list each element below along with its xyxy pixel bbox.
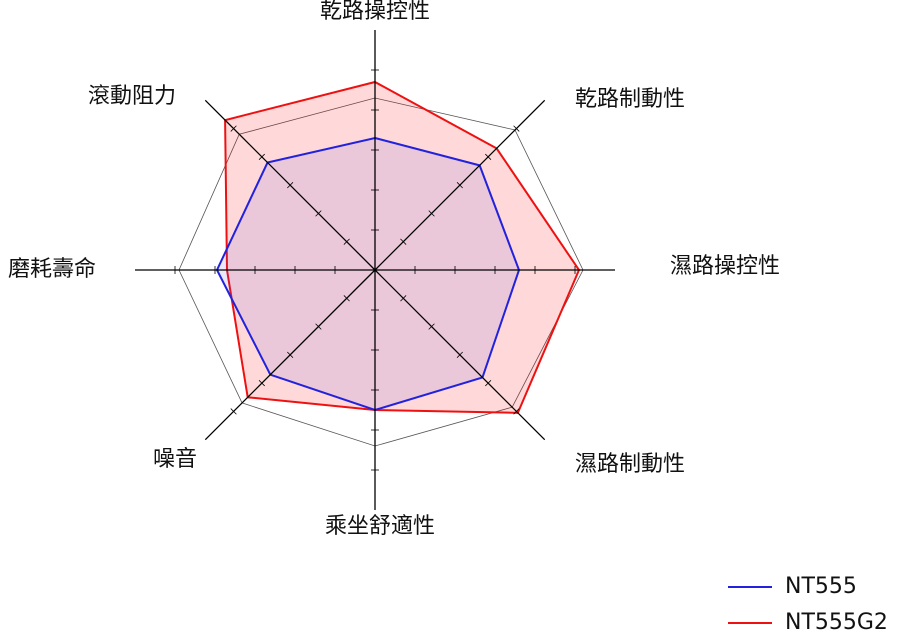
category-label: 乘坐舒適性 bbox=[325, 514, 435, 539]
tick-mark bbox=[343, 295, 350, 302]
category-label: 滾動阻力 bbox=[88, 84, 176, 109]
tick-mark bbox=[258, 153, 265, 160]
legend-label: NT555G2 bbox=[785, 610, 888, 635]
tick-mark bbox=[230, 408, 237, 415]
tick-mark bbox=[485, 153, 492, 160]
legend-label: NT555 bbox=[785, 574, 857, 599]
category-label: 濕路制動性 bbox=[575, 452, 685, 477]
category-label: 磨耗壽命 bbox=[8, 257, 96, 282]
tick-mark bbox=[456, 351, 463, 358]
tick-mark bbox=[428, 323, 435, 330]
tick-mark bbox=[513, 125, 520, 132]
tick-mark bbox=[456, 182, 463, 189]
tick-mark bbox=[315, 323, 322, 330]
tick-mark bbox=[513, 408, 520, 415]
category-label: 乾路操控性 bbox=[320, 0, 430, 24]
tick-mark bbox=[400, 295, 407, 302]
tick-mark bbox=[287, 182, 294, 189]
tick-mark bbox=[315, 210, 322, 217]
tick-mark bbox=[428, 210, 435, 217]
tick-mark bbox=[400, 238, 407, 245]
tick-mark bbox=[343, 238, 350, 245]
tick-mark bbox=[258, 380, 265, 387]
tick-mark bbox=[485, 380, 492, 387]
tick-mark bbox=[287, 351, 294, 358]
tick-mark bbox=[230, 125, 237, 132]
category-label: 噪音 bbox=[153, 447, 197, 472]
category-label: 濕路操控性 bbox=[670, 254, 780, 279]
category-label: 乾路制動性 bbox=[575, 87, 685, 112]
